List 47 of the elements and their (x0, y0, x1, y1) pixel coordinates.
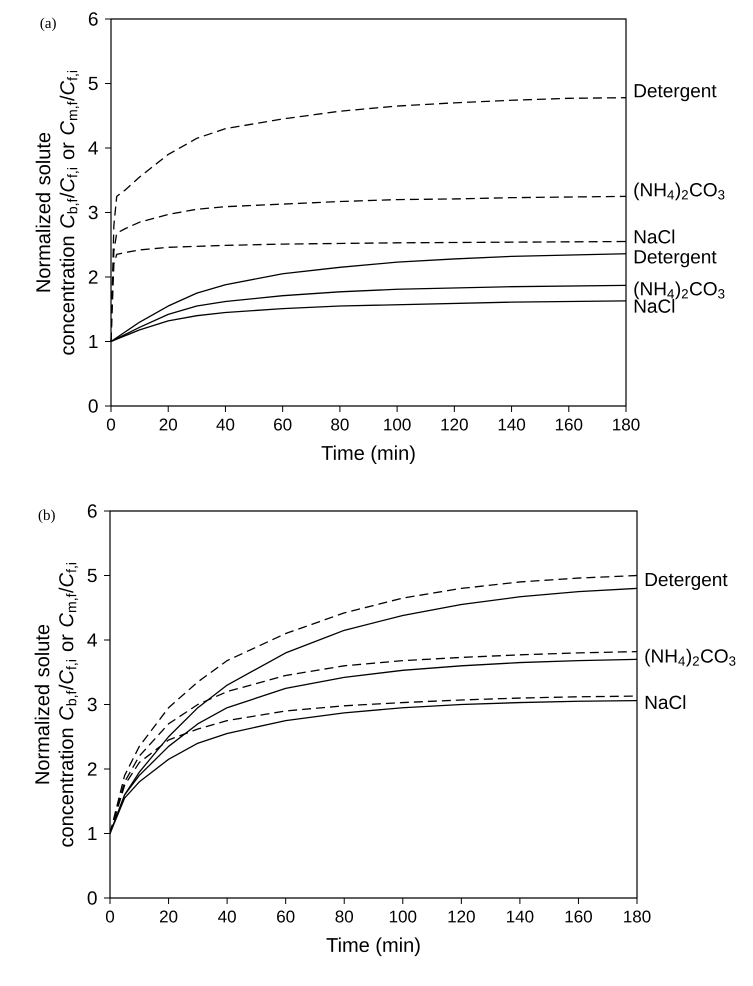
y-tick-label: 2 (88, 270, 98, 284)
x-tick-label: 20 (160, 418, 178, 431)
series-label: (NH$_{4}$)$_{2}$CO$_{3}$ (645, 648, 736, 666)
series-label: Detergent (634, 250, 716, 268)
x-tick-label: 100 (384, 418, 411, 431)
y-tick-label: 3 (88, 698, 97, 712)
series-label: Detergent (646, 572, 728, 590)
y-tick-label: 4 (87, 633, 97, 647)
x-tick-label: 40 (216, 418, 234, 431)
y-tick-label: 1 (89, 334, 98, 348)
y-tick-label: 6 (88, 504, 97, 518)
x-tick-label: 60 (277, 910, 294, 923)
y-tick-label: 5 (88, 568, 97, 582)
x-tick-label: 120 (448, 910, 475, 923)
series-label: Detergent (634, 84, 716, 102)
series-label: (NH$_{4}$)$_{2}$CO$_{3}$ (634, 182, 724, 200)
y-tick-label: 2 (88, 762, 97, 776)
x-tick-label: 140 (498, 418, 526, 431)
y-tick-label: 4 (88, 141, 98, 155)
x-tick-label: 100 (390, 910, 416, 923)
y-tick-label: 3 (88, 206, 98, 220)
x-tick-label: 140 (507, 910, 534, 923)
y-tick-label: 0 (88, 891, 97, 905)
y-tick-label: 6 (88, 12, 98, 26)
x-tick-label: 160 (556, 418, 582, 431)
x-tick-label: 180 (613, 418, 640, 431)
y-tick-label: 0 (88, 399, 98, 413)
x-tick-label: 20 (160, 910, 178, 923)
x-tick-label: 180 (624, 910, 651, 923)
text: (b) (38, 510, 55, 524)
x-tick-label: 160 (566, 910, 592, 923)
text: (a) (40, 18, 56, 32)
series-label: NaCl (634, 298, 674, 313)
series-label: NaCl (646, 695, 686, 710)
x-tick-label: 0 (106, 910, 114, 923)
x-tick-label: 0 (106, 418, 116, 431)
x-tick-label: 80 (331, 418, 349, 431)
x-tick-label: 60 (274, 418, 292, 431)
series-label: NaCl (634, 230, 674, 244)
x-tick-label: 80 (336, 910, 354, 923)
x-axis-title: Time (min) (322, 445, 415, 464)
x-tick-label: 120 (441, 418, 468, 431)
y-tick-label: 5 (88, 76, 98, 90)
x-axis-title: Time (min) (326, 937, 420, 956)
y-tick-label: 1 (88, 826, 97, 840)
x-tick-label: 40 (218, 910, 236, 923)
series-label: (NH$_{4}$)$_{2}$CO$_{3}$ (634, 282, 724, 300)
